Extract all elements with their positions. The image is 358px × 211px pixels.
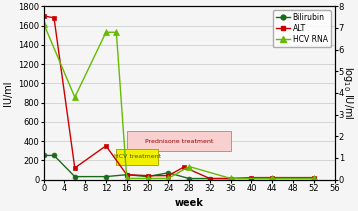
Bar bbox=[127, 131, 231, 151]
Y-axis label: log$_{10}$ IU/ml: log$_{10}$ IU/ml bbox=[341, 66, 355, 120]
X-axis label: week: week bbox=[175, 198, 204, 208]
Bar bbox=[116, 149, 158, 165]
Legend: Bilirubin, ALT, HCV RNA: Bilirubin, ALT, HCV RNA bbox=[273, 10, 331, 47]
Y-axis label: IU/ml: IU/ml bbox=[3, 80, 13, 106]
Text: Prednisone treatment: Prednisone treatment bbox=[145, 138, 213, 143]
Text: HCV treatment: HCV treatment bbox=[113, 154, 161, 159]
